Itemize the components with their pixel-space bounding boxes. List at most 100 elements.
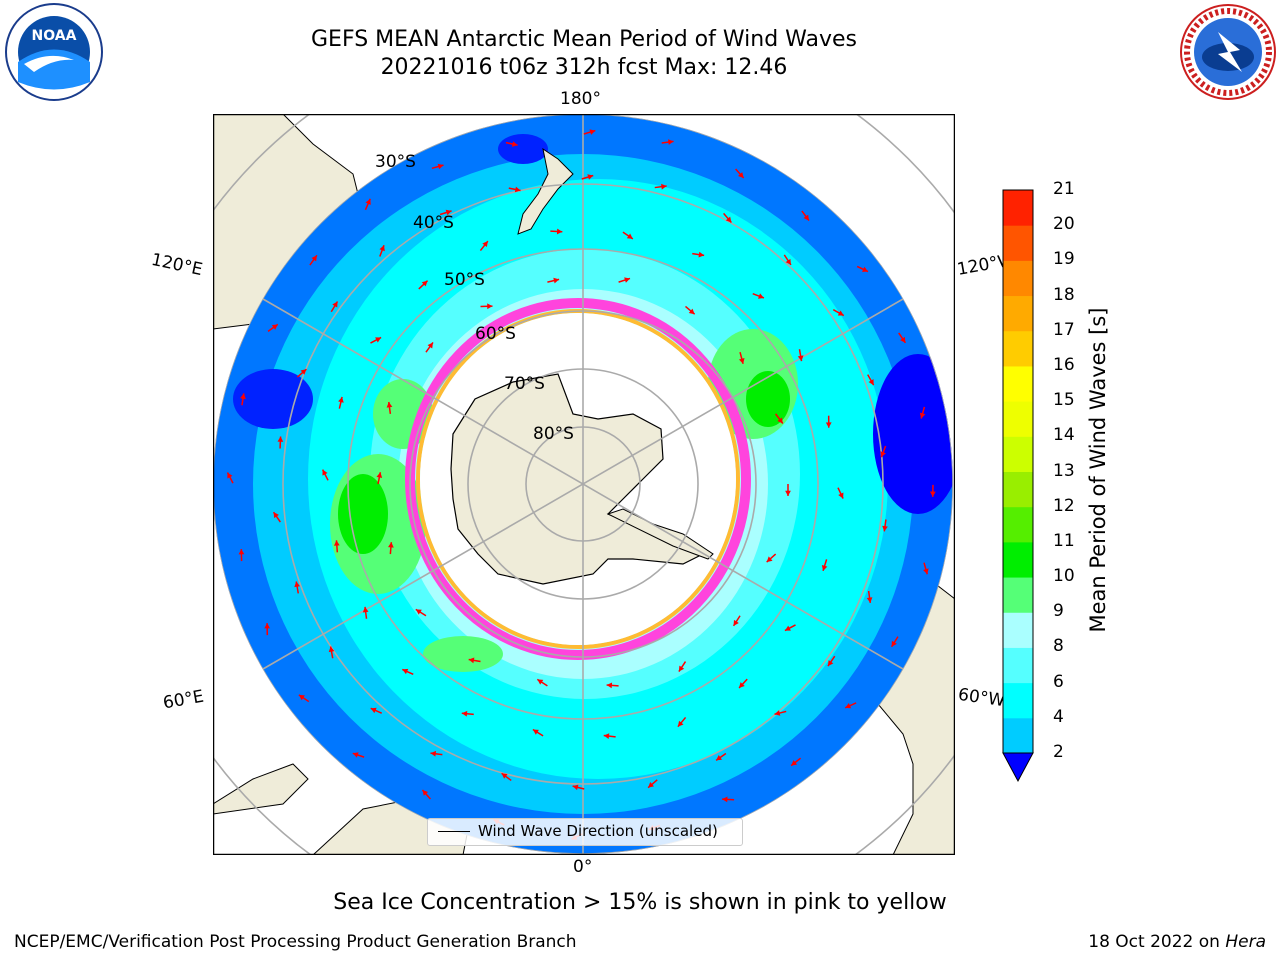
- wind-arrow-head: [264, 623, 271, 629]
- colorbar-segment: [1003, 506, 1033, 543]
- wind-arrow-head: [386, 401, 393, 408]
- wind-arrow-head: [556, 228, 563, 235]
- wind-arrow-head: [803, 214, 809, 221]
- wind-arrow-head: [923, 568, 929, 575]
- wind-arrow-head: [827, 660, 834, 667]
- wind-arrow-head: [388, 542, 394, 548]
- wind-arrow-head: [379, 245, 385, 252]
- lat-label-70s: 70°S: [504, 374, 545, 394]
- footer-date: 18 Oct 2022 on: [1088, 932, 1226, 952]
- wind-direction-arrows: [226, 129, 936, 841]
- wind-arrow-head: [311, 255, 317, 262]
- colorbar-tick-label: 2: [1053, 742, 1064, 762]
- wind-arrow-head: [322, 469, 328, 476]
- colorbar-segment: [1003, 612, 1033, 648]
- lat-label-50s: 50°S: [444, 270, 485, 290]
- noaa-logo-text: NOAA: [32, 28, 77, 44]
- colorbar-segment: [1003, 401, 1033, 437]
- wind-arrow-head: [482, 241, 488, 248]
- wind-arrow-head: [661, 183, 667, 190]
- wind-arrow-head: [589, 129, 596, 135]
- wind-arrow-head: [838, 492, 844, 499]
- wind-arrow-head: [362, 606, 369, 613]
- footer-host: Hera: [1225, 932, 1266, 952]
- wind-arrow-head: [766, 556, 773, 563]
- wind-arrow-head: [797, 355, 804, 362]
- wind-arrow-head: [866, 597, 873, 603]
- colorbar-segment: [1003, 365, 1033, 402]
- sea-ice-note: Sea Ice Concentration > 15% is shown in …: [333, 890, 947, 915]
- legend-line-swatch: [438, 831, 470, 832]
- colorbar-segment: [1003, 436, 1033, 472]
- wind-arrow-head: [626, 233, 633, 239]
- lat-label-40s: 40°S: [413, 213, 454, 233]
- wind-arrow-head: [370, 707, 377, 714]
- legend-label: Wind Wave Direction (unscaled): [478, 822, 718, 840]
- wind-arrow-head: [648, 782, 654, 788]
- wind-arrow-head: [277, 436, 284, 442]
- colorbar-tick-label: 10: [1053, 566, 1075, 587]
- wind-arrow-head: [739, 682, 745, 688]
- wind-arrow-head: [587, 174, 594, 180]
- colorbar-segment: [1003, 225, 1033, 261]
- lat-label-30s: 30°S: [375, 152, 416, 172]
- colorbar-segment: [1003, 577, 1033, 613]
- wind-arrow-head: [532, 729, 539, 735]
- wind-arrow-head: [737, 172, 744, 178]
- africa-landmass: [213, 763, 309, 815]
- wind-arrow-head: [240, 393, 246, 400]
- wind-arrow-head: [430, 750, 437, 757]
- colorbar-tick-label: 18: [1053, 284, 1075, 305]
- wind-arrow-head: [667, 139, 674, 145]
- wind-arrow-head: [677, 720, 684, 727]
- wind-arrow-head: [845, 703, 852, 709]
- noaa-logo: NOAA: [5, 3, 103, 101]
- wind-arrow-head: [333, 540, 340, 546]
- wind-arrow-head: [514, 186, 521, 193]
- colorbar-segment: [1003, 260, 1033, 297]
- wind-arrow-head: [785, 490, 791, 496]
- nws-logo: [1180, 4, 1276, 100]
- colorbar-tick-label: 8: [1053, 636, 1064, 657]
- wind-arrow-head: [777, 417, 783, 424]
- map-legend: Wind Wave Direction (unscaled): [427, 818, 743, 846]
- colorbar-segment: [1003, 717, 1033, 754]
- wind-arrow-head: [402, 668, 409, 675]
- colorbar-tick-label: 9: [1053, 601, 1064, 622]
- wind-arrow-head: [422, 789, 429, 796]
- wind-arrow-head: [352, 752, 359, 758]
- wind-arrow-head: [553, 277, 560, 284]
- footer-left-text: NCEP/EMC/Verification Post Processing Pr…: [14, 932, 577, 952]
- colorbar-tick-label: 11: [1053, 530, 1075, 551]
- colorbar-tick-label: 13: [1053, 460, 1075, 481]
- wind-arrow-head: [238, 549, 245, 555]
- wind-arrow-head: [929, 491, 936, 497]
- colorbar-tick-label: 12: [1053, 495, 1075, 516]
- colorbar-segment: [1003, 190, 1033, 226]
- colorbar-tick-label: 17: [1053, 319, 1075, 340]
- colorbar-tick-label: 16: [1053, 354, 1075, 375]
- wind-arrow-head: [445, 209, 452, 216]
- wind-arrow-head: [328, 646, 335, 653]
- wind-arrow-head: [501, 773, 508, 779]
- lon-label-left-lower: 60°E: [161, 686, 206, 714]
- wind-arrow-head: [421, 280, 428, 287]
- wind-arrow-head: [733, 619, 739, 626]
- colorbar-segment: [1003, 541, 1033, 578]
- colorbar-tick-label: 6: [1053, 671, 1064, 692]
- wind-arrow-head: [868, 379, 874, 386]
- wind-arrow-head: [738, 358, 745, 364]
- wind-arrow-head: [891, 640, 897, 647]
- wind-arrow-head: [688, 308, 695, 315]
- wind-arrow-head: [376, 472, 383, 478]
- wind-arrow-head: [606, 682, 613, 689]
- wind-arrow-head: [900, 336, 906, 343]
- colorbar-label: Mean Period of Wind Waves [s]: [1086, 307, 1110, 633]
- colorbar-tick-label: 4: [1053, 706, 1064, 727]
- wind-arrow-head: [332, 301, 338, 308]
- lon-label-right-lower: 60°W: [956, 684, 1007, 712]
- wind-arrow-head: [837, 310, 844, 316]
- wind-arrow-head: [271, 324, 278, 330]
- wind-arrow-head: [294, 581, 300, 588]
- wind-arrow-head: [624, 277, 631, 283]
